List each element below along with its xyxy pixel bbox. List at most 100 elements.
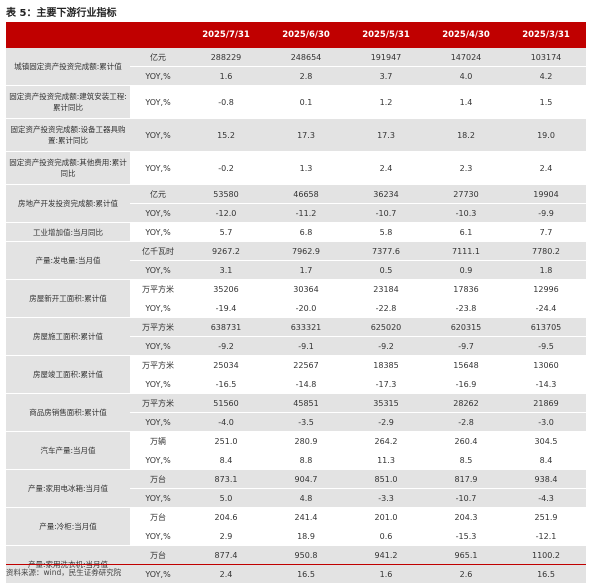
- value-cell: -4.3: [506, 488, 586, 508]
- value-cell: 264.2: [346, 431, 426, 451]
- value-cell: 7.7: [506, 222, 586, 242]
- value-cell: 5.7: [186, 222, 266, 242]
- value-cell: 7780.2: [506, 241, 586, 261]
- indicator-name: 产量:家用电冰箱:当月值: [6, 469, 130, 508]
- value-cell: 4.0: [426, 66, 506, 86]
- indicator-name: 固定资产投资完成额:建筑安装工程:累计同比: [6, 85, 130, 119]
- value-cell: 965.1: [426, 545, 506, 565]
- header-cell: [6, 22, 130, 48]
- value-cell: -0.8: [186, 85, 266, 119]
- unit-cell: 万平方米: [130, 317, 186, 337]
- value-cell: 0.1: [266, 85, 346, 119]
- value-cell: 6.8: [266, 222, 346, 242]
- value-cell: 638731: [186, 317, 266, 337]
- table-row: 固定资产投资完成额:设备工器具购置:累计同比 YOY,% 15.2 17.3 17.3 1…: [6, 118, 586, 152]
- table-row: YOY,% 2.9 18.9 0.6 -15.3 -12.1: [6, 526, 586, 546]
- value-cell: 7962.9: [266, 241, 346, 261]
- unit-cell: YOY,%: [130, 203, 186, 223]
- table-row: 产量:冷柜:当月值 万台 204.6 241.4 201.0 204.3 251.9: [6, 507, 586, 546]
- value-cell: -19.4: [186, 298, 266, 318]
- value-cell: -10.3: [426, 203, 506, 223]
- value-cell: -9.1: [266, 336, 346, 356]
- value-cell: -2.8: [426, 412, 506, 432]
- value-cell: 938.4: [506, 469, 586, 489]
- value-cell: -10.7: [346, 203, 426, 223]
- data-table: 2025/7/31 2025/6/30 2025/5/31 2025/4/30 2025…: [6, 22, 586, 584]
- value-cell: 0.9: [426, 260, 506, 280]
- value-cell: 851.0: [346, 469, 426, 489]
- value-cell: -2.9: [346, 412, 426, 432]
- value-cell: -24.4: [506, 298, 586, 318]
- value-cell: 30364: [266, 279, 346, 299]
- value-cell: 873.1: [186, 469, 266, 489]
- header-cell: 2025/6/30: [266, 22, 346, 48]
- unit-cell: YOY,%: [130, 336, 186, 356]
- indicator-name: 房屋新开工面积:累计值: [6, 279, 130, 318]
- value-cell: 19904: [506, 184, 586, 204]
- value-cell: 25034: [186, 355, 266, 375]
- value-cell: -9.7: [426, 336, 506, 356]
- unit-cell: YOY,%: [130, 412, 186, 432]
- table-row: 商品房销售面积:累计值 万平方米 51560 45851 35315 28262 21869: [6, 393, 586, 432]
- value-cell: 13060: [506, 355, 586, 375]
- unit-cell: 亿元: [130, 184, 186, 204]
- value-cell: 625020: [346, 317, 426, 337]
- table-row: YOY,% -16.5 -14.8 -17.3 -16.9 -14.3: [6, 374, 586, 394]
- indicator-name: 商品房销售面积:累计值: [6, 393, 130, 432]
- value-cell: 950.8: [266, 545, 346, 565]
- value-cell: 147024: [426, 48, 506, 67]
- value-cell: 201.0: [346, 507, 426, 527]
- value-cell: -12.1: [506, 526, 586, 546]
- value-cell: 51560: [186, 393, 266, 413]
- value-cell: 613705: [506, 317, 586, 337]
- value-cell: -11.2: [266, 203, 346, 223]
- value-cell: 251.0: [186, 431, 266, 451]
- value-cell: 6.1: [426, 222, 506, 242]
- unit-cell: 万台: [130, 545, 186, 565]
- value-cell: 19.0: [506, 118, 586, 152]
- value-cell: 251.9: [506, 507, 586, 527]
- value-cell: -4.0: [186, 412, 266, 432]
- value-cell: 3.1: [186, 260, 266, 280]
- indicator-name: 固定资产投资完成额:设备工器具购置:累计同比: [6, 118, 130, 152]
- value-cell: 12996: [506, 279, 586, 299]
- value-cell: 941.2: [346, 545, 426, 565]
- value-cell: -17.3: [346, 374, 426, 394]
- unit-cell: 万台: [130, 469, 186, 489]
- value-cell: -0.2: [186, 151, 266, 185]
- value-cell: 7377.6: [346, 241, 426, 261]
- table-row: 房屋竣工面积:累计值 万平方米 25034 22567 18385 15648 13060: [6, 355, 586, 394]
- unit-cell: 万平方米: [130, 279, 186, 299]
- unit-cell: 万平方米: [130, 355, 186, 375]
- table-row: 固定资产投资完成额:其他费用:累计同比 YOY,% -0.2 1.3 2.4 2.3 2.4: [6, 151, 586, 185]
- value-cell: 877.4: [186, 545, 266, 565]
- value-cell: 1.4: [426, 85, 506, 119]
- value-cell: 1.6: [186, 66, 266, 86]
- unit-cell: YOY,%: [130, 374, 186, 394]
- value-cell: 288229: [186, 48, 266, 67]
- unit-cell: 万台: [130, 507, 186, 527]
- value-cell: 18385: [346, 355, 426, 375]
- value-cell: 241.4: [266, 507, 346, 527]
- indicator-name: 产量:发电量:当月值: [6, 241, 130, 280]
- indicator-name: 房屋施工面积:累计值: [6, 317, 130, 356]
- value-cell: 2.3: [426, 151, 506, 185]
- value-cell: 0.6: [346, 526, 426, 546]
- table-row: 房地产开发投资完成额:累计值 亿元 53580 46658 36234 27730 1990…: [6, 184, 586, 223]
- value-cell: 4.8: [266, 488, 346, 508]
- value-cell: -16.9: [426, 374, 506, 394]
- unit-cell: YOY,%: [130, 118, 186, 152]
- value-cell: 2.8: [266, 66, 346, 86]
- table-row: YOY,% -4.0 -3.5 -2.9 -2.8 -3.0: [6, 412, 586, 432]
- value-cell: 1.2: [346, 85, 426, 119]
- unit-cell: YOY,%: [130, 564, 186, 584]
- table-row: 产量:发电量:当月值 亿千瓦时 9267.2 7962.9 7377.6 7111.1 77…: [6, 241, 586, 280]
- indicator-name: 固定资产投资完成额:其他费用:累计同比: [6, 151, 130, 185]
- table-row: 城镇固定资产投资完成额:累计值 亿元 288229 248654 191947 14702…: [6, 48, 586, 86]
- unit-cell: 万辆: [130, 431, 186, 451]
- value-cell: 15648: [426, 355, 506, 375]
- value-cell: 5.0: [186, 488, 266, 508]
- header-cell: 2025/5/31: [346, 22, 426, 48]
- value-cell: 17.3: [346, 118, 426, 152]
- table-row: 房屋新开工面积:累计值 万平方米 35206 30364 23184 17836 12996: [6, 279, 586, 318]
